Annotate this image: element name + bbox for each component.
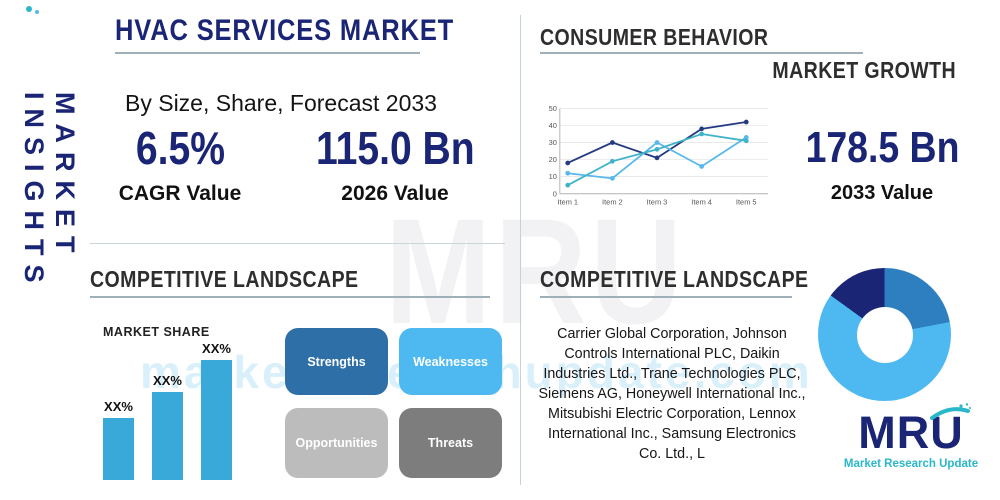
bar bbox=[152, 392, 183, 480]
svg-text:Item 1: Item 1 bbox=[557, 198, 578, 207]
svg-text:10: 10 bbox=[549, 172, 557, 181]
svg-text:Item 2: Item 2 bbox=[602, 198, 623, 207]
cagr-value: 6.5% bbox=[135, 122, 225, 174]
bar-value-label: XX% bbox=[202, 341, 231, 356]
bar-value-label: XX% bbox=[104, 399, 133, 414]
consumer-behavior-heading: CONSUMER BEHAVIOR bbox=[540, 24, 769, 50]
value-2026: 115.0 Bn bbox=[315, 122, 475, 174]
mru-logo-letters: MRU bbox=[858, 403, 971, 456]
page-title: HVAC SERVICES MARKET bbox=[115, 14, 514, 48]
market-share-label: MARKET SHARE bbox=[103, 325, 210, 339]
market-growth-heading: MARKET GROWTH bbox=[772, 57, 956, 83]
stat-2033: 178.5 Bn 2033 Value bbox=[792, 122, 972, 205]
market-share-bar-chart: XX% XX% XX% bbox=[103, 341, 268, 480]
stat-2026: 115.0 Bn 2026 Value bbox=[295, 122, 495, 206]
horizontal-divider bbox=[90, 243, 505, 244]
consumer-behavior-underline bbox=[540, 52, 863, 54]
bar bbox=[201, 360, 232, 480]
svg-text:Item 4: Item 4 bbox=[691, 198, 712, 207]
competitor-share-donut-chart bbox=[818, 268, 951, 401]
svg-text:40: 40 bbox=[549, 121, 557, 130]
competitive-landscape-right-heading: COMPETITIVE LANDSCAPE bbox=[540, 266, 809, 292]
value-2033: 178.5 Bn bbox=[805, 123, 960, 172]
mru-logo: MRU Market Research Update bbox=[843, 403, 979, 470]
page-title-text: HVAC SERVICES MARKET bbox=[115, 14, 455, 47]
cagr-label: CAGR Value bbox=[118, 182, 242, 205]
svg-text:Item 5: Item 5 bbox=[736, 198, 757, 207]
bar-item: XX% bbox=[201, 341, 232, 480]
swot-strengths: Strengths bbox=[285, 328, 388, 395]
page-subtitle: By Size, Share, Forecast 2033 bbox=[125, 90, 437, 116]
bar-item: XX% bbox=[103, 399, 134, 480]
stat-cagr: 6.5% CAGR Value bbox=[95, 122, 265, 206]
swot-grid: Strengths Weaknesses Opportunities Threa… bbox=[285, 328, 503, 480]
logo-swoosh-icon bbox=[929, 403, 971, 420]
title-underline bbox=[115, 52, 420, 54]
svg-text:20: 20 bbox=[549, 155, 557, 164]
companies-list: Carrier Global Corporation, Johnson Cont… bbox=[538, 326, 806, 463]
svg-text:30: 30 bbox=[549, 138, 557, 147]
watermark-logo: MRU bbox=[385, 187, 686, 355]
swot-opportunities: Opportunities bbox=[285, 408, 388, 478]
swot-weaknesses: Weaknesses bbox=[399, 328, 502, 395]
competitive-landscape-left-underline bbox=[90, 296, 490, 298]
vertical-divider bbox=[520, 15, 521, 485]
svg-text:Item 3: Item 3 bbox=[647, 198, 668, 207]
logo-tagline: Market Research Update bbox=[843, 458, 979, 470]
market-growth-chart: 0 10 20 30 40 50 Item 1 Item 2 Item 3 Item 4 Item … bbox=[549, 104, 769, 207]
bar-value-label: XX% bbox=[153, 373, 182, 388]
svg-text:0: 0 bbox=[553, 189, 557, 198]
bar bbox=[103, 418, 134, 480]
bar-item: XX% bbox=[152, 373, 183, 480]
svg-text:50: 50 bbox=[549, 104, 557, 113]
value-2033-label: 2033 Value bbox=[830, 182, 934, 204]
sidebar-title: MARKET INSIGHTS bbox=[19, 92, 80, 292]
swot-threats: Threats bbox=[399, 408, 502, 478]
competitive-landscape-right-underline bbox=[540, 296, 792, 298]
competitive-landscape-left-heading: COMPETITIVE LANDSCAPE bbox=[90, 266, 359, 292]
value-2026-label: 2026 Value bbox=[341, 182, 449, 205]
corner-dots-icon bbox=[26, 6, 39, 14]
